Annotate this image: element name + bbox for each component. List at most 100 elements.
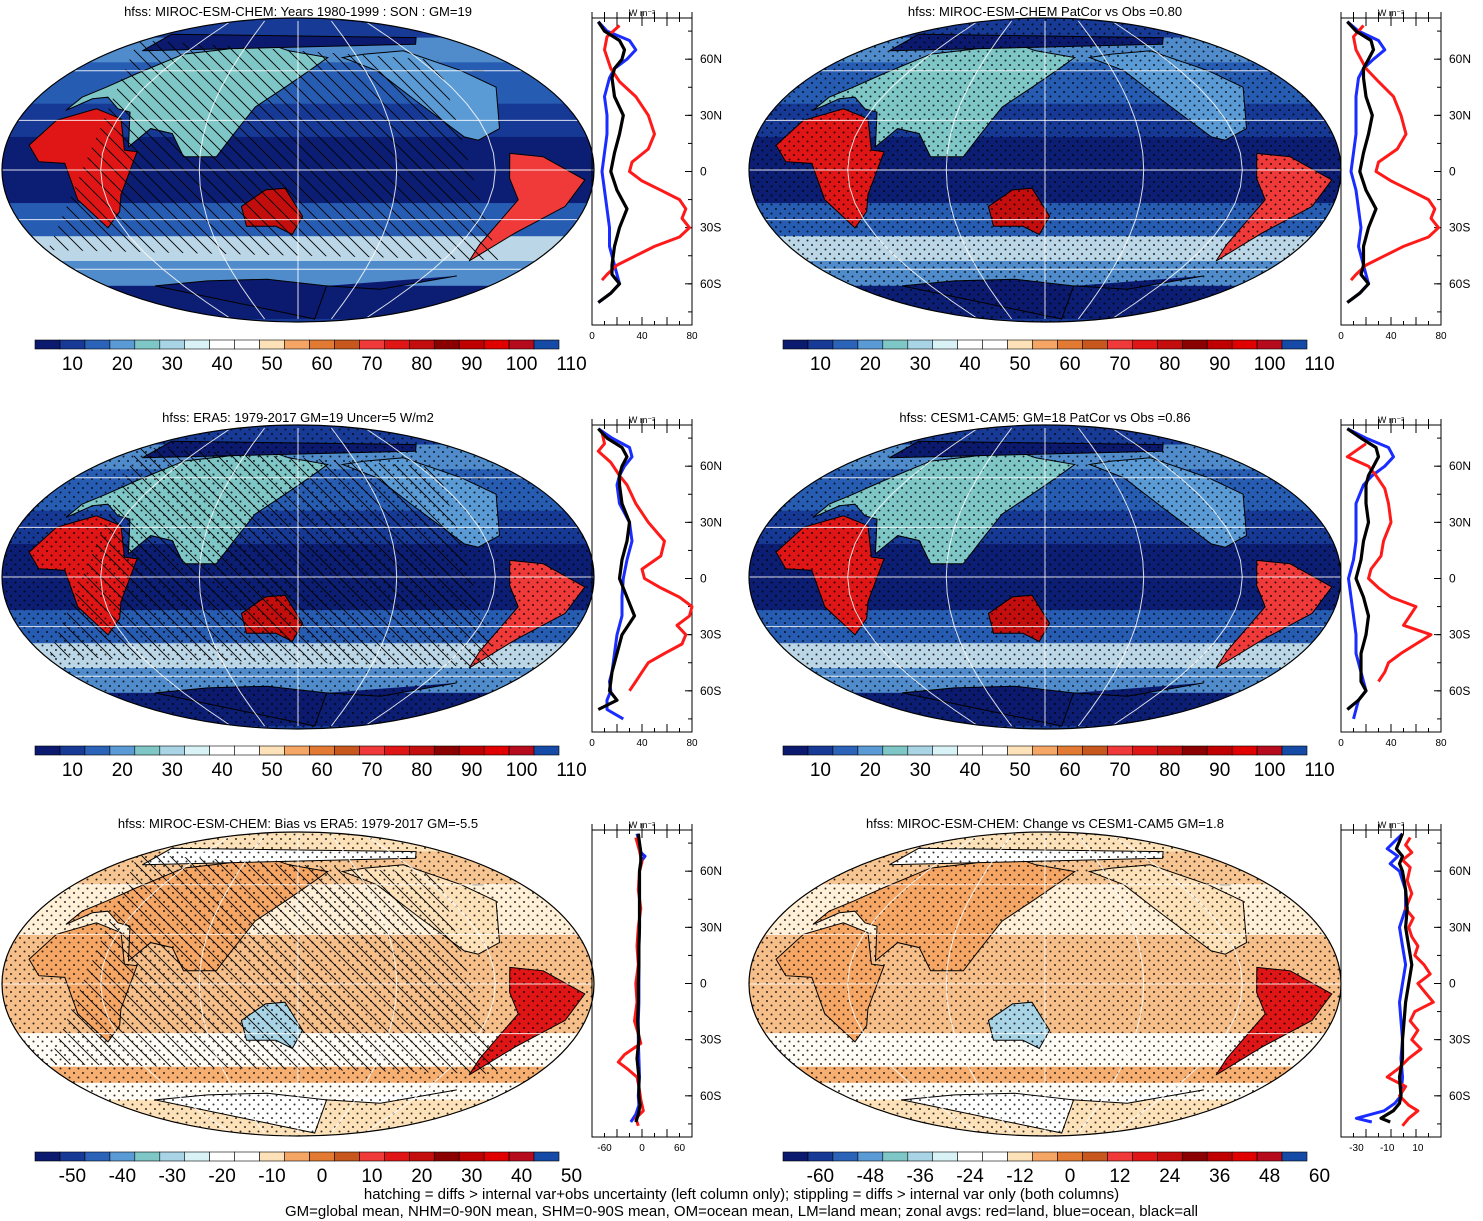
panel-title: hfss: MIROC-ESM-CHEM: Years 1980-1999 : … — [124, 4, 472, 19]
zonal-lat-label: 60N — [1449, 864, 1471, 878]
zonal-xtick-label: 0 — [589, 738, 595, 749]
colorbar-swatch — [982, 745, 1008, 756]
panel-title: hfss: MIROC-ESM-CHEM: Bias vs ERA5: 1979… — [118, 816, 478, 831]
colorbar: 10 20 30 40 50 60 70 80 90 100 110 — [782, 745, 1335, 781]
colorbar-label: 70 — [361, 354, 382, 375]
colorbar-label: 70 — [1109, 354, 1130, 375]
zonal-line-all — [1379, 833, 1414, 1124]
panel-p4: hfss: CESM1-CAM5: GM=18 PatCor vs Obs =0… — [748, 410, 1471, 781]
hatching — [48, 40, 498, 260]
zonal-lat-label: 0 — [1449, 572, 1456, 586]
zonal-lat-label: 0 — [700, 572, 707, 586]
zonal-lat-label: 30S — [700, 628, 721, 642]
map — [749, 425, 1341, 729]
land-antarctica — [154, 275, 457, 320]
zonal-xtick-label: 80 — [686, 738, 698, 749]
colorbar-swatch — [1157, 1151, 1183, 1162]
colorbar-swatch — [134, 1151, 161, 1162]
zonal-line-all — [596, 20, 629, 304]
zonal-lat-label: 60S — [700, 277, 721, 291]
colorbar-swatch — [309, 339, 335, 350]
colorbar-swatch — [359, 339, 385, 350]
colorbar-swatch — [383, 339, 410, 350]
colorbar-swatch — [1206, 1151, 1233, 1162]
zonal-lat-label: 60N — [700, 52, 722, 66]
map-outline — [1, 17, 595, 323]
colorbar-label: -10 — [258, 1166, 285, 1185]
zonal-line-all — [1346, 20, 1378, 304]
colorbar-swatch — [184, 745, 210, 756]
colorbar-swatch — [807, 1151, 834, 1162]
zonal-xtick-label: 80 — [1435, 738, 1447, 749]
colorbar-swatch — [1032, 745, 1058, 756]
meridian — [847, 834, 979, 1134]
colorbar-swatch — [857, 745, 884, 756]
colorbar-swatch — [159, 745, 186, 756]
zonal-xtick-label: 40 — [636, 331, 648, 342]
meridian — [945, 20, 1013, 320]
colorbar-swatch — [433, 339, 460, 350]
colorbar-swatch — [334, 1151, 360, 1162]
zonal-lat-label: 30S — [700, 1033, 721, 1047]
meridian — [1111, 834, 1243, 1134]
footer-line-1: hatching = diffs > internal var+obs unce… — [363, 1186, 1120, 1203]
colorbar-swatch — [1231, 339, 1258, 350]
colorbar-swatch — [857, 1151, 884, 1162]
zonal-frame — [591, 17, 693, 326]
colorbar-swatch — [1032, 339, 1058, 350]
meridian — [847, 427, 979, 727]
colorbar-swatch — [284, 745, 310, 756]
panel-p2: hfss: MIROC-ESM-CHEM PatCor vs Obs =0.80… — [748, 4, 1471, 375]
colorbar-swatch — [907, 1151, 934, 1162]
colorbar-swatch — [982, 1151, 1008, 1162]
zonal-line-all — [634, 833, 643, 1123]
colorbar-swatch — [59, 745, 86, 756]
colorbar-swatch — [408, 339, 435, 350]
zonal-frame — [591, 829, 693, 1138]
zonal-lat-label: 60S — [1449, 277, 1470, 291]
meridian — [100, 20, 232, 320]
colorbar-swatch — [882, 339, 909, 350]
colorbar-label: 20 — [860, 354, 881, 375]
colorbar-label: -20 — [208, 1166, 235, 1185]
colorbar-label: 50 — [1009, 760, 1030, 781]
colorbar-swatch — [1281, 745, 1308, 756]
colorbar-swatch — [209, 745, 235, 756]
zonal-lat-label: 0 — [1449, 977, 1456, 991]
zonal-lat-label: 60S — [700, 684, 721, 698]
colorbar-swatch — [1032, 1151, 1058, 1162]
zonal-xtick-label: -10 — [1380, 1143, 1395, 1154]
colorbar-label: 70 — [1109, 760, 1130, 781]
map-outline — [1, 424, 595, 730]
colorbar-label: 110 — [1304, 760, 1334, 781]
colorbar-swatch — [259, 745, 285, 756]
colorbar-swatch — [1231, 1151, 1258, 1162]
panel-title: hfss: MIROC-ESM-CHEM PatCor vs Obs =0.80 — [908, 4, 1182, 19]
colorbar-swatch — [483, 745, 510, 756]
colorbar-swatch — [34, 1151, 61, 1162]
colorbar-swatch — [259, 1151, 285, 1162]
colorbar-swatch — [1007, 745, 1033, 756]
meridian — [1077, 834, 1145, 1134]
colorbar-label: 20 — [411, 1166, 432, 1185]
colorbar-label: -36 — [906, 1166, 933, 1185]
colorbar-label: 60 — [311, 760, 332, 781]
colorbar-swatch — [1256, 745, 1283, 756]
colorbar-label: 30 — [910, 354, 931, 375]
colorbar-label: 80 — [411, 760, 432, 781]
colorbar-label: 60 — [311, 354, 332, 375]
colorbar-label: 40 — [212, 760, 233, 781]
meridian — [330, 427, 398, 727]
meridian — [945, 834, 1013, 1134]
colorbar: 10 20 30 40 50 60 70 80 90 100 110 — [34, 339, 587, 375]
colorbar-label: -40 — [109, 1166, 136, 1185]
colorbar-label: 40 — [960, 354, 981, 375]
colorbar-swatch — [907, 339, 934, 350]
zonal-line-ocean — [1346, 20, 1387, 304]
zonal-xtick-label: 0 — [639, 1143, 645, 1154]
colorbar-swatch — [109, 745, 136, 756]
colorbar-swatch — [1157, 745, 1183, 756]
